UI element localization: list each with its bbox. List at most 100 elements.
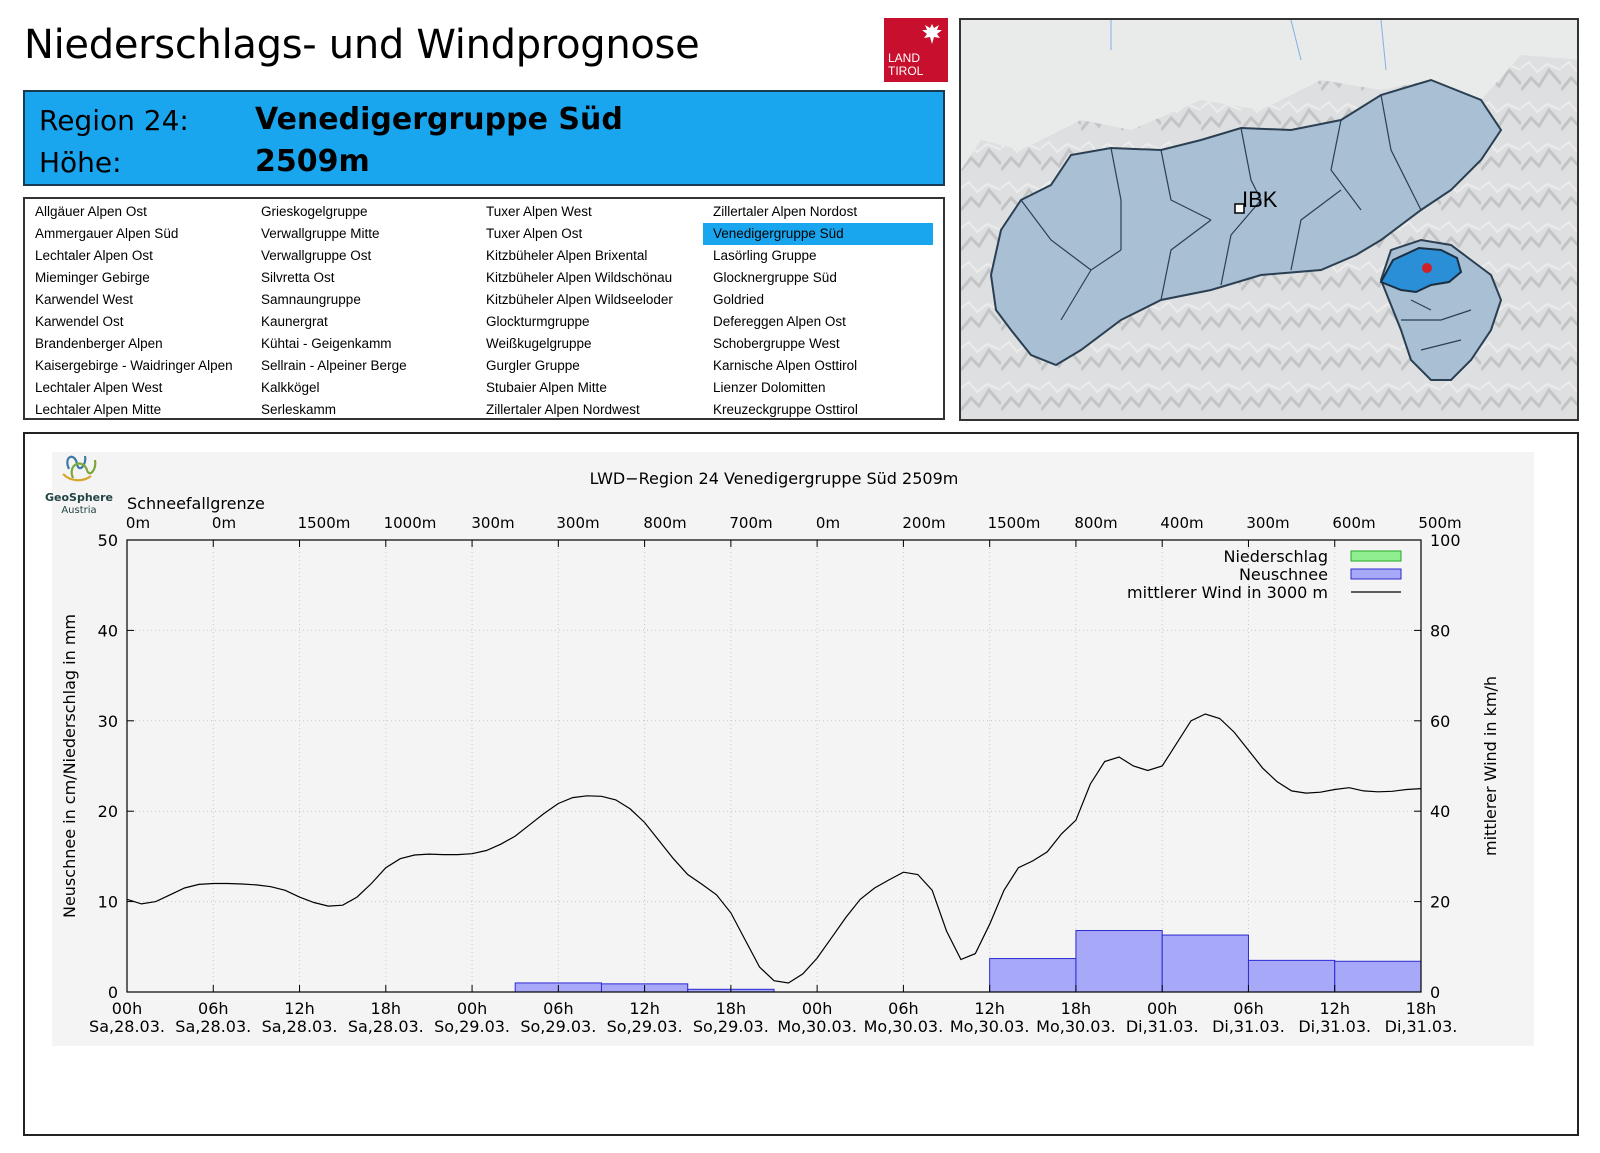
legend-label: Neuschnee (1239, 565, 1328, 584)
xtick-time-label: 18h (1406, 999, 1437, 1018)
wind-series-line (126, 713, 1422, 984)
selected-region-area (1379, 246, 1463, 294)
height-label: Höhe: (39, 146, 122, 179)
xtick-time-label: 00h (1147, 999, 1178, 1018)
region-list-item[interactable]: Kaisergebirge - Waidringer Alpen (35, 358, 233, 373)
region-list-item[interactable]: Allgäuer Alpen Ost (35, 204, 147, 219)
region-list-item[interactable]: Ammergauer Alpen Süd (35, 226, 179, 241)
region-list-item[interactable]: Verwallgruppe Mitte (261, 226, 380, 241)
forecast-chart-frame: GeoSphere Austria LWD−Region 24 Venedige… (23, 432, 1579, 1136)
region-list-item[interactable]: Tuxer Alpen West (486, 204, 592, 219)
xtick-date-label: Sa,28.03. (262, 1017, 338, 1036)
region-list-item[interactable]: Kitzbüheler Alpen Wildseeloder (486, 292, 673, 307)
ytick-right-label: 40 (1430, 802, 1450, 821)
region-list-item[interactable]: Stubaier Alpen Mitte (486, 380, 607, 395)
region-list-item[interactable]: Venedigergruppe Süd (703, 223, 933, 245)
xtick-date-label: So,29.03. (434, 1017, 510, 1036)
region-list-item[interactable]: Grieskogelgruppe (261, 204, 368, 219)
xtick-time-label: 06h (198, 999, 229, 1018)
region-list-item[interactable]: Kreuzeckgruppe Osttirol (713, 402, 858, 417)
xtick-date-label: Di,31.03. (1126, 1017, 1199, 1036)
xtick-date-label: Mo,30.03. (1036, 1017, 1116, 1036)
logo-line2: TIROL (888, 64, 924, 78)
region-list-item[interactable]: Lechtaler Alpen Ost (35, 248, 153, 263)
region-list-item[interactable]: Lienzer Dolomitten (713, 380, 826, 395)
ytick-right-label: 80 (1430, 621, 1450, 640)
region-list-item[interactable]: Tuxer Alpen Ost (486, 226, 583, 241)
region-list-item[interactable]: Mieminger Gebirge (35, 270, 150, 285)
region-list-item[interactable]: Kitzbüheler Alpen Wildschönau (486, 270, 673, 285)
region-list-item[interactable]: Kitzbüheler Alpen Brixental (486, 248, 648, 263)
snowline-value: 1500m (298, 514, 351, 532)
tirol-region-map[interactable]: IBK (959, 18, 1579, 421)
ytick-right-label: 60 (1430, 712, 1450, 731)
neuschnee-bar (989, 958, 1077, 993)
region-list-item[interactable]: Kalkkögel (261, 380, 320, 395)
region-list-item[interactable]: Silvretta Ost (261, 270, 335, 285)
xtick-date-label: Di,31.03. (1298, 1017, 1371, 1036)
ibk-marker-icon (1234, 203, 1245, 214)
region-list-item[interactable]: Karwendel Ost (35, 314, 124, 329)
xtick-date-label: Mo,30.03. (864, 1017, 944, 1036)
snowline-value: 500m (1418, 514, 1461, 532)
xtick-date-label: Di,31.03. (1385, 1017, 1458, 1036)
legend-swatch (1350, 568, 1402, 580)
region-list-item[interactable]: Lechtaler Alpen Mitte (35, 402, 162, 417)
region-list-item[interactable]: Glockturmgruppe (486, 314, 590, 329)
region-list-item[interactable]: Kaunergrat (261, 314, 328, 329)
snowline-value: 300m (1246, 514, 1289, 532)
region-marker (1422, 263, 1432, 273)
xtick-time-label: 18h (371, 999, 402, 1018)
neuschnee-bar (1161, 934, 1249, 993)
region-list-item[interactable]: Brandenberger Alpen (35, 336, 163, 351)
region-list-item[interactable]: Kühtai - Geigenkamm (261, 336, 392, 351)
region-list-item[interactable]: Lechtaler Alpen West (35, 380, 163, 395)
chart-title: LWD−Region 24 Venedigergruppe Süd 2509m (590, 469, 959, 488)
xtick-date-label: So,29.03. (693, 1017, 769, 1036)
region-list-item[interactable]: Verwallgruppe Ost (261, 248, 372, 263)
snowline-value: 0m (816, 514, 840, 532)
brand-line1: GeoSphere (45, 491, 113, 504)
region-list-item[interactable]: Weißkugelgruppe (486, 336, 592, 351)
xtick-time-label: 12h (629, 999, 660, 1018)
legend-swatch (1350, 550, 1402, 562)
brand-line2: Austria (61, 505, 96, 516)
ytick-left-label: 30 (98, 712, 118, 731)
region-list-column: Allgäuer Alpen Ost Ammergauer Alpen Süd Le… (25, 201, 255, 421)
map-city-label: IBK (1242, 187, 1278, 212)
region-list-item[interactable]: Serleskamm (261, 402, 337, 417)
region-list-item[interactable]: Karwendel West (35, 292, 134, 307)
legend-label: mittlerer Wind in 3000 m (1127, 583, 1328, 602)
xtick-date-label: Di,31.03. (1212, 1017, 1285, 1036)
region-list-item[interactable]: Lasörling Gruppe (713, 248, 817, 263)
region-list-column: Tuxer Alpen West Tuxer Alpen Ost Kitzbühel… (476, 201, 706, 421)
xtick-date-label: Sa,28.03. (89, 1017, 165, 1036)
chart-background (52, 452, 1534, 1046)
region-info-box: Region 24: Venedigergruppe Süd Höhe: 250… (23, 90, 945, 186)
region-list-item[interactable]: Samnaungruppe (261, 292, 361, 307)
logo-line1: LAND (888, 51, 921, 65)
map-graphic: IBK (961, 20, 1577, 419)
legend-label: Niederschlag (1223, 547, 1328, 566)
land-tirol-logo: LAND TIROL (884, 18, 948, 82)
region-list: Allgäuer Alpen Ost Ammergauer Alpen Süd Le… (23, 197, 945, 420)
snowline-value: 0m (212, 514, 236, 532)
region-list-item[interactable]: Zillertaler Alpen Nordost (713, 204, 858, 219)
xtick-time-label: 06h (543, 999, 574, 1018)
xtick-time-label: 06h (888, 999, 919, 1018)
region-list-item[interactable]: Sellrain - Alpeiner Berge (261, 358, 407, 373)
region-list-item[interactable]: Glocknergruppe Süd (713, 270, 837, 285)
ytick-right-label: 20 (1430, 893, 1450, 912)
region-height: 2509m (255, 144, 370, 179)
region-list-item[interactable]: Schobergruppe West (713, 336, 840, 351)
ytick-left-label: 50 (98, 531, 118, 550)
region-list-item[interactable]: Zillertaler Alpen Nordwest (486, 402, 640, 417)
ylabel-left: Neuschnee in cm/Niederschlag in mm (60, 614, 79, 918)
xtick-date-label: Mo,30.03. (777, 1017, 857, 1036)
snowline-value: 1000m (384, 514, 437, 532)
region-list-item[interactable]: Goldried (713, 292, 765, 307)
region-list-item[interactable]: Gurgler Gruppe (486, 358, 580, 373)
tirol-eagle-icon (922, 24, 942, 44)
region-list-item[interactable]: Defereggen Alpen Ost (713, 314, 846, 329)
region-list-item[interactable]: Karnische Alpen Osttirol (713, 358, 858, 373)
